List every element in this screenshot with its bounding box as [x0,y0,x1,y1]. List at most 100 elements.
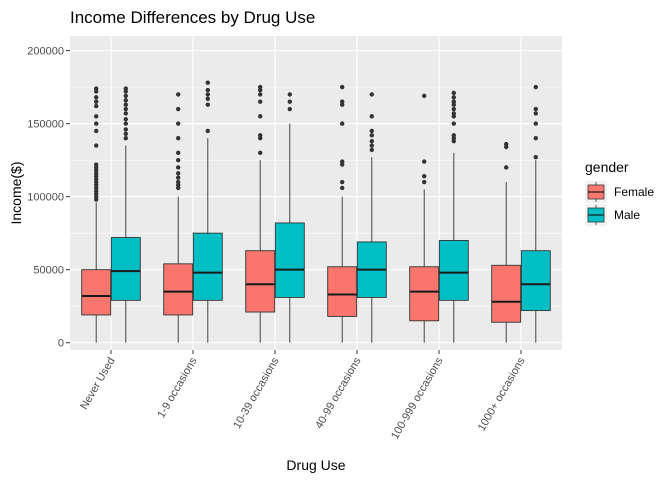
outlier-point [123,117,128,122]
outlier-point [451,99,456,104]
outlier-point [533,84,538,90]
outlier-point [176,136,181,141]
outlier-point [176,92,181,97]
legend-key-male: Male [585,204,640,226]
outlier-point [205,128,210,134]
box-female-0 [81,86,112,343]
legend-label: Female [614,185,654,199]
outlier-point [533,155,538,160]
outlier-point [258,84,263,90]
box-male-4 [438,90,469,343]
box-female-4 [409,93,440,343]
x-tick-label: Never Used [78,356,117,412]
x-tick-label: 1-9 occasions [155,355,200,420]
outlier-point [176,150,181,156]
outlier-point [451,90,456,96]
outlier-point [94,86,99,91]
outlier-point [205,92,210,97]
outlier-point [451,121,456,126]
outlier-point [340,121,345,126]
outlier-point [123,86,128,91]
x-tick-label: 100-999 occasions [389,355,446,441]
outlier-point [533,111,538,116]
outlier-point [258,99,263,104]
box-iqr [327,266,358,317]
legend-key-female: Female [585,181,654,203]
legend: gender Female Male [585,159,654,226]
outlier-point [369,114,374,119]
outlier-point [422,179,427,185]
outlier-point [533,121,538,126]
outlier-point [94,128,99,134]
x-tick-label: 10-39 occasions [231,355,282,431]
outlier-point [123,136,128,141]
box-male-0 [110,86,141,343]
box-iqr [274,222,305,298]
outlier-point [340,84,345,90]
x-tick-label: 1000+ occasions [476,355,528,433]
box-iqr [409,266,440,322]
outlier-point [94,143,99,148]
outlier-point [369,147,374,153]
outlier-point [123,111,128,116]
boxes-layer [81,80,551,343]
outlier-point [369,143,374,148]
chart-title: Income Differences by Drug Use [70,8,315,27]
outlier-point [123,121,128,126]
box-iqr [192,232,223,301]
box-female-3 [327,84,358,343]
y-axis-ticks: 0 50000 100000 150000 200000 [27,46,70,350]
outlier-point [94,121,99,126]
outlier-point [94,114,99,119]
y-axis-label: Income($) [8,161,24,224]
outlier-point [176,157,181,163]
outlier-point [504,165,509,170]
box-male-5 [520,84,551,343]
outlier-point [176,106,181,112]
outlier-point [340,185,345,191]
x-axis-ticks: Never Used 1-9 occasions 10-39 occasions 40… [78,350,528,441]
box-male-1 [192,80,223,343]
box-male-2 [274,92,305,343]
outlier-point [504,141,509,147]
box-female-2 [245,84,276,343]
outlier-point [205,87,210,93]
outlier-point [205,96,210,102]
outlier-point [422,174,427,179]
outlier-point [258,114,263,119]
outlier-point [258,150,263,156]
outlier-point [369,128,374,134]
box-iqr [81,269,112,316]
outlier-point [258,133,263,138]
box-iqr [163,263,194,316]
box-male-3 [356,92,387,343]
outlier-point [176,179,181,185]
outlier-point [340,99,345,104]
box-iqr [110,237,141,301]
outlier-point [176,121,181,126]
outlier-point [176,175,181,180]
outlier-point [94,162,99,167]
outlier-point [94,95,99,100]
y-tick-label: 0 [58,338,64,350]
outlier-point [123,93,128,99]
y-tick-label: 50000 [33,265,64,277]
outlier-point [123,106,128,112]
outlier-point [451,106,456,112]
outlier-point [451,95,456,100]
outlier-point [94,99,99,104]
outlier-point [205,102,210,107]
legend-label: Male [614,208,640,222]
y-tick-label: 100000 [27,192,64,204]
outlier-point [123,127,128,132]
outlier-point [369,138,374,144]
outlier-point [123,131,128,137]
outlier-point [422,93,427,99]
outlier-point [287,106,292,112]
x-axis-label: Drug Use [286,457,345,473]
outlier-point [340,179,345,185]
legend-keys: Female Male [585,181,654,226]
outlier-point [94,103,99,109]
outlier-point [369,92,374,97]
